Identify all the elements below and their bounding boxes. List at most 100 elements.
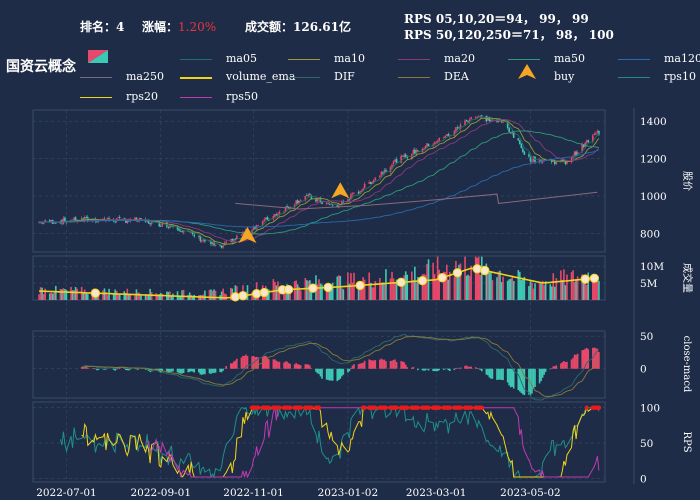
macd-histogram-bar [83, 366, 86, 369]
candle [169, 225, 171, 229]
high-rps-marker [298, 405, 303, 410]
volume-bar [383, 282, 386, 300]
candle [114, 221, 116, 223]
candle [423, 148, 425, 150]
volume-bar [181, 290, 183, 300]
macd-histogram-bar [509, 368, 512, 388]
volume-bar [97, 294, 100, 300]
macd-histogram-bar [372, 360, 375, 369]
macd-histogram-bar [299, 365, 302, 369]
volume-bar [187, 295, 189, 300]
volume-bar [438, 269, 440, 300]
high-rps-marker [287, 405, 293, 410]
volume-ema-line [39, 267, 599, 299]
macd-histogram-bar [385, 361, 387, 369]
macd-histogram-bar [210, 368, 212, 374]
volume-bar [156, 294, 159, 300]
volume-bar [80, 286, 83, 300]
volume-bar [382, 282, 384, 300]
volume-bar [563, 269, 565, 300]
candle [427, 143, 430, 146]
volume-bar [208, 289, 211, 300]
candle [128, 220, 130, 222]
volume-bar [573, 282, 576, 300]
macd-histogram-bar [508, 368, 510, 386]
volume-bar [576, 276, 579, 300]
candle [563, 159, 565, 161]
macd-histogram-bar [347, 368, 349, 373]
volume-signal-dot [452, 268, 463, 278]
macd-histogram-bar [532, 368, 535, 389]
macd-histogram-bar [178, 368, 180, 374]
volume-bar [432, 262, 434, 300]
macd-histogram-bar [286, 361, 288, 369]
candle [436, 140, 439, 143]
candle [309, 194, 311, 196]
macd-histogram-bar [490, 368, 492, 379]
legend-line-rps10 [618, 77, 650, 78]
rps-short: RPS 05,10,20＝94， 99， 99 [404, 12, 589, 26]
volume-bar [85, 292, 88, 300]
macd-histogram-bar [575, 354, 577, 369]
candle [587, 140, 590, 143]
candle [593, 133, 596, 136]
macd-histogram-bar [220, 368, 223, 373]
buy-signal-marker [331, 182, 350, 199]
candle [392, 161, 395, 164]
macd-histogram-bar [105, 368, 107, 370]
high-rps-marker [277, 405, 282, 410]
candle [137, 220, 139, 222]
candle [435, 142, 437, 144]
volume-bar [395, 279, 398, 300]
panel-frame-0 [32, 109, 606, 253]
volume-bar [394, 282, 396, 300]
macd-histogram-bar [135, 368, 138, 370]
candle [467, 121, 469, 122]
macd-histogram-bar [519, 368, 521, 392]
macd-histogram-bar [497, 368, 500, 380]
macd-histogram-bar [380, 358, 383, 369]
macd-histogram-bar [126, 368, 129, 371]
macd-histogram-bar [528, 368, 530, 395]
legend-line-ma250 [80, 77, 112, 78]
macd-histogram-bar [394, 359, 396, 369]
macd-histogram-bar [470, 366, 472, 369]
macd-histogram-bar [233, 361, 235, 369]
volume-bar [520, 280, 523, 300]
candle [474, 117, 477, 119]
macd-histogram-bar [596, 348, 599, 369]
macd-histogram-bar [319, 368, 322, 377]
macd-histogram-bar [328, 368, 331, 381]
candle [576, 151, 579, 155]
legend-label-ma10: ma10 [334, 52, 365, 65]
macd-histogram-bar [538, 368, 541, 384]
candle [506, 122, 509, 128]
volume-bar [519, 271, 521, 300]
candle [348, 199, 351, 201]
volume-bar [477, 256, 480, 300]
candle [447, 134, 450, 137]
candle [379, 175, 381, 178]
macd-histogram-bar [474, 367, 477, 369]
change-label: 涨幅： [142, 20, 179, 34]
candle [497, 120, 500, 123]
macd-histogram-bar [417, 368, 419, 371]
candle [219, 244, 221, 246]
macd-histogram-bar [391, 360, 393, 369]
candle [570, 157, 573, 163]
volume-bar [106, 295, 109, 300]
macd-histogram-bar [191, 368, 194, 372]
ma50-line [39, 130, 599, 235]
macd-histogram-bar [541, 368, 544, 378]
volume-bar [406, 274, 409, 300]
ma250-line [235, 191, 598, 210]
candle [202, 239, 205, 241]
volume-bar [53, 292, 56, 300]
macd-histogram-bar [572, 357, 574, 369]
candle [55, 222, 57, 224]
volume-bar [500, 282, 503, 300]
macd-histogram-bar [585, 347, 588, 369]
macd-histogram-bar [476, 367, 479, 369]
legend-label-ma05: ma05 [226, 52, 257, 65]
volume-bar [144, 294, 147, 300]
